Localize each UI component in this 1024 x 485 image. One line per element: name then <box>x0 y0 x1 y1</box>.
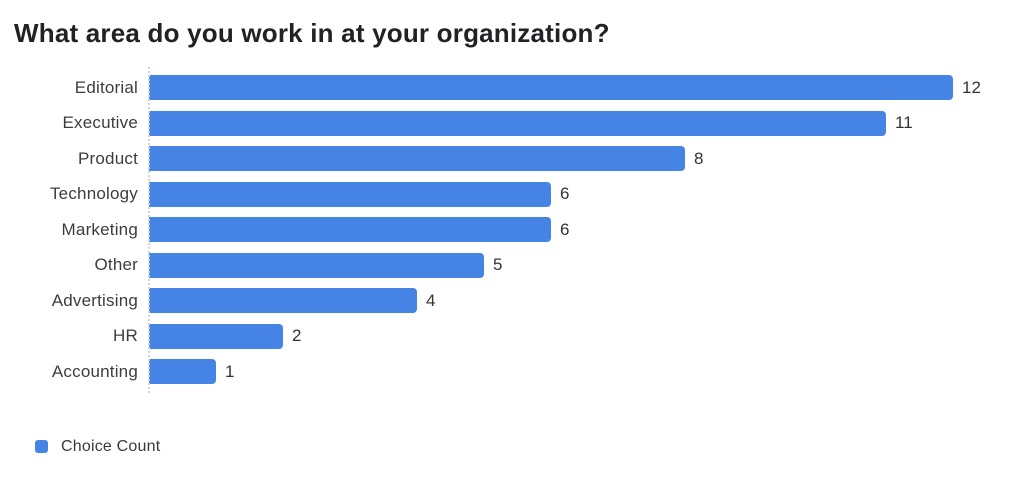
legend-swatch-icon <box>35 440 48 453</box>
plot-area: Editorial 12 Executive 11 Product 8 Tech… <box>0 67 1024 393</box>
value-label: 12 <box>962 77 981 97</box>
category-label: HR <box>113 326 138 346</box>
value-label: 2 <box>292 326 302 346</box>
bar-track: 6 <box>138 181 1024 207</box>
bar-row: Marketing 6 <box>0 212 1024 248</box>
bar-row: Executive 11 <box>0 106 1024 142</box>
bar[interactable] <box>149 252 484 278</box>
bar-track: 6 <box>138 217 1024 243</box>
category-label: Advertising <box>51 290 138 310</box>
category-label: Executive <box>62 113 138 133</box>
bar-track: 11 <box>138 110 1024 136</box>
value-label: 11 <box>895 113 913 133</box>
bar-track: 2 <box>138 323 1024 349</box>
bar-row: Editorial 12 <box>0 70 1024 106</box>
bar[interactable] <box>149 217 551 243</box>
value-label: 8 <box>694 148 704 168</box>
value-label: 4 <box>426 290 436 310</box>
value-label: 5 <box>493 255 503 275</box>
bar-track: 8 <box>138 146 1024 172</box>
category-label: Technology <box>49 184 138 204</box>
bar[interactable] <box>149 181 551 207</box>
y-axis-line <box>148 67 150 393</box>
bar-track: 1 <box>138 359 1024 385</box>
bar[interactable] <box>149 110 886 136</box>
bar-chart-container: What area do you work in at your organiz… <box>0 18 1024 456</box>
category-label: Product <box>78 148 138 168</box>
bar-row: Advertising 4 <box>0 283 1024 319</box>
bar-track: 4 <box>138 288 1024 314</box>
bar[interactable] <box>149 288 417 314</box>
chart-title: What area do you work in at your organiz… <box>14 18 610 48</box>
value-label: 6 <box>560 219 570 239</box>
category-label: Editorial <box>74 77 138 97</box>
category-label: Accounting <box>51 361 138 381</box>
bar-row: Product 8 <box>0 141 1024 177</box>
bar-row: Technology 6 <box>0 177 1024 213</box>
bar[interactable] <box>149 75 953 101</box>
bar-track: 12 <box>138 75 1024 101</box>
category-label: Other <box>94 255 138 275</box>
legend[interactable]: Choice Count <box>35 438 1024 456</box>
bar-row: Accounting 1 <box>0 354 1024 390</box>
bar[interactable] <box>149 146 685 172</box>
bar[interactable] <box>149 323 283 349</box>
value-label: 1 <box>225 361 235 381</box>
bar-track: 5 <box>138 252 1024 278</box>
value-label: 6 <box>560 184 570 204</box>
bar-row: HR 2 <box>0 319 1024 355</box>
bar-row: Other 5 <box>0 248 1024 284</box>
bar[interactable] <box>149 359 216 385</box>
category-label: Marketing <box>61 219 138 239</box>
legend-label: Choice Count <box>61 437 161 455</box>
